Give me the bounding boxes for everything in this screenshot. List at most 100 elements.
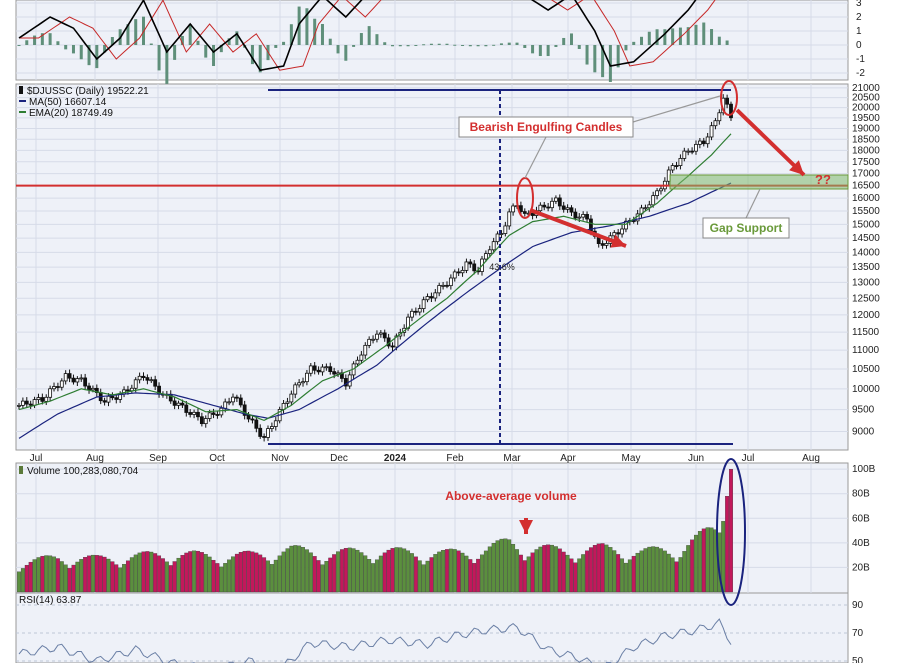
macd-histogram-bar (188, 24, 192, 45)
candle-body (91, 387, 95, 391)
volume-bar (460, 552, 465, 593)
volume-bar (690, 539, 695, 593)
candle-body (717, 112, 722, 122)
month-tick-label: Sep (149, 453, 167, 464)
macd-histogram-bar (429, 43, 433, 45)
candle-body (616, 232, 621, 235)
volume-bar (238, 552, 243, 593)
macd-histogram-bar (391, 45, 395, 47)
macd-histogram-bar (110, 37, 114, 45)
price-tick-label: 17500 (852, 157, 880, 168)
gap-support-connector (745, 188, 761, 219)
volume-bar (631, 555, 636, 593)
candle-body (17, 404, 21, 407)
candle-body (320, 366, 325, 373)
candle-body (359, 354, 364, 361)
volume-bar (328, 557, 333, 593)
volume-bar (28, 561, 33, 593)
candle-body (246, 414, 251, 420)
candle-body (491, 241, 496, 251)
macd-histogram-bar (352, 45, 356, 47)
volume-bar (565, 554, 570, 593)
volume-bar (374, 559, 379, 593)
candle-body (468, 261, 473, 265)
volume-bar (608, 547, 613, 593)
volume-bar (402, 548, 407, 593)
price-tick-label: 19000 (852, 123, 880, 134)
macd-histogram-bar (499, 43, 503, 45)
volume-bar (398, 547, 403, 593)
volume-bar (67, 568, 72, 593)
volume-bar (674, 561, 679, 593)
volume-bar (242, 550, 247, 593)
macd-histogram-bar (686, 27, 690, 45)
volume-bar (176, 557, 181, 593)
percent-gain-label: 43.6% (489, 262, 515, 272)
volume-tick-label: 40B (852, 538, 870, 549)
candle-body (581, 214, 586, 218)
volume-bar (118, 567, 123, 593)
macd-histogram-bar (250, 45, 254, 65)
volume-bar (351, 548, 356, 593)
volume-bar (371, 563, 376, 593)
volume-bar (164, 561, 169, 593)
macd-tick-label: 2 (856, 12, 862, 23)
volume-bar (445, 549, 449, 593)
volume-bar (538, 546, 543, 593)
rsi-line (18, 618, 732, 663)
volume-bar (612, 550, 617, 593)
volume-bar (48, 555, 53, 593)
candle-body (133, 379, 138, 389)
price-tick-label: 14000 (852, 247, 880, 258)
macd-histogram-bar (461, 45, 465, 46)
month-tick-label: Oct (209, 453, 225, 464)
volume-bar (406, 550, 411, 593)
candle-body (188, 412, 193, 415)
axis-labels: Jul Aug Sep Oct Nov Dec 2024 Feb Mar Apr May Jun Jul… (30, 0, 881, 663)
annotations (16, 80, 849, 606)
candle-body (102, 400, 107, 403)
volume-bar (585, 550, 589, 593)
macd-histogram-bar (25, 40, 29, 45)
macd-tick-label: 0 (856, 40, 862, 51)
candle-body (600, 243, 605, 246)
candle-body (324, 366, 329, 369)
price-tick-label: 10000 (852, 384, 880, 395)
month-tick-label: Apr (560, 453, 576, 464)
volume-bar (63, 564, 68, 593)
volume-bar (651, 546, 656, 593)
volume-bar (223, 563, 228, 593)
volume-bar (452, 549, 457, 593)
price-tick-label: 16500 (852, 181, 880, 192)
volume-tick-label: 20B (852, 562, 870, 573)
candle-body (172, 400, 177, 406)
candle-body (530, 212, 535, 216)
candle-body (48, 388, 53, 398)
month-tick-label: Jul (30, 453, 43, 464)
candle-body (487, 249, 492, 255)
macd-histogram-bar (103, 45, 107, 53)
volume-bar (573, 562, 578, 593)
volume-bar (410, 553, 414, 593)
candle-body (258, 427, 263, 437)
price-tick-label: 13500 (852, 262, 880, 273)
candle-body (577, 216, 582, 219)
candle-body (729, 103, 733, 119)
candle-body (542, 204, 547, 208)
macd-histogram-bar (492, 44, 496, 46)
candle-body (686, 150, 691, 153)
volume-bar (557, 548, 562, 593)
macd-histogram-bar (87, 45, 91, 66)
volume-bar (219, 566, 224, 593)
volume-bar (429, 557, 434, 593)
volume-bar (172, 561, 177, 593)
candle-body (620, 228, 624, 235)
volume-bar (542, 545, 547, 593)
macd-histogram-bar (282, 41, 286, 45)
macd-histogram-bar (655, 29, 659, 45)
candle-body (433, 292, 438, 299)
candle-body (219, 407, 224, 416)
volume-bar (522, 560, 527, 593)
volume-bar (448, 548, 453, 593)
